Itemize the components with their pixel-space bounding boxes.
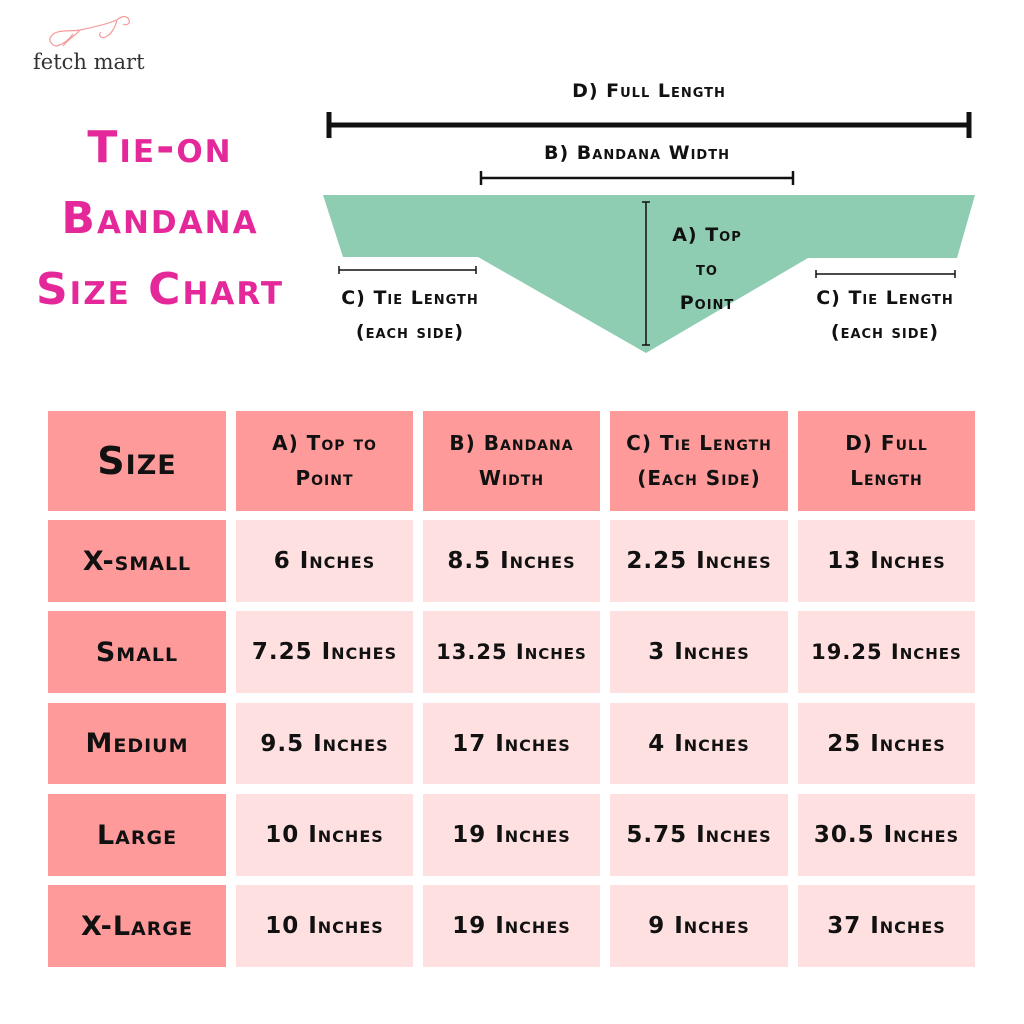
top-to-point-label: A) Top to Point [647, 218, 767, 320]
header-text: A) Top to Point [272, 426, 377, 496]
header-text: Size [97, 439, 176, 483]
column-header: A) Top to Point [236, 411, 413, 511]
size-name-cell: Small [48, 611, 226, 693]
measurement-cell: 19.25 Inches [798, 611, 975, 693]
dog-logo-icon [49, 16, 130, 47]
header-text: C) Tie Length (Each Side) [626, 426, 772, 496]
label-line: C) Tie Length [341, 287, 479, 309]
measurement-cell: 10 Inches [236, 794, 413, 876]
tie-length-right-line [815, 270, 956, 278]
measurement-cell: 5.75 Inches [610, 794, 788, 876]
header-line: C) Tie Length [626, 431, 772, 455]
measurement-cell: 13 Inches [798, 520, 975, 602]
header-text: B) Bandana Width [449, 426, 573, 496]
tie-length-left-line [338, 266, 477, 274]
header-text: D) Full Length [845, 426, 928, 496]
title-line: Bandana [61, 193, 259, 244]
bandana-width-label: B) Bandana Width [544, 142, 730, 164]
header-line: Point [295, 466, 354, 490]
label-line: Point [679, 292, 735, 314]
top-to-point-line [642, 201, 650, 346]
measurement-cell: 37 Inches [798, 885, 975, 967]
measurement-cell: 13.25 Inches [423, 611, 600, 693]
measurement-cell: 8.5 Inches [423, 520, 600, 602]
label-line: to [696, 258, 718, 280]
title-line: Size Chart [35, 264, 285, 315]
label-line: A) Top [672, 224, 742, 246]
measurement-cell: 9 Inches [610, 885, 788, 967]
label-line: (each side) [355, 321, 465, 343]
column-header: C) Tie Length (Each Side) [610, 411, 788, 511]
bandana-shape [323, 195, 975, 353]
measurement-cell: 3 Inches [610, 611, 788, 693]
full-length-line [326, 112, 972, 138]
measurement-cell: 30.5 Inches [798, 794, 975, 876]
measurement-cell: 6 Inches [236, 520, 413, 602]
column-header: B) Bandana Width [423, 411, 600, 511]
measurement-cell: 19 Inches [423, 885, 600, 967]
title-line: Tie-on [87, 122, 233, 173]
header-line: (Each Side) [637, 466, 761, 490]
size-name-cell: Medium [48, 703, 226, 784]
bandana-diagram [323, 112, 975, 353]
column-header: Size [48, 411, 226, 511]
label-line: (each side) [830, 321, 940, 343]
header-line: Length [850, 466, 923, 490]
brand-name: fetch mart [33, 50, 145, 74]
measurement-cell: 10 Inches [236, 885, 413, 967]
page-title: Tie-on Bandana Size Chart [20, 112, 300, 325]
measurement-cell: 7.25 Inches [236, 611, 413, 693]
size-name-cell: X-Large [48, 885, 226, 967]
measurement-cell: 19 Inches [423, 794, 600, 876]
bandana-width-line [479, 171, 795, 185]
header-line: A) Top to [272, 431, 377, 455]
column-header: D) Full Length [798, 411, 975, 511]
full-length-label: D) Full Length [572, 80, 726, 102]
measurement-cell: 17 Inches [423, 703, 600, 784]
header-line: D) Full [845, 431, 928, 455]
header-line: B) Bandana [449, 431, 574, 455]
measurement-cell: 2.25 Inches [610, 520, 788, 602]
tie-length-right-label: C) Tie Length (each side) [785, 281, 985, 349]
tie-length-left-label: C) Tie Length (each side) [310, 281, 510, 349]
measurement-cell: 4 Inches [610, 703, 788, 784]
label-line: C) Tie Length [816, 287, 954, 309]
size-name-cell: X-small [48, 520, 226, 602]
header-line: Size [97, 439, 177, 483]
measurement-cell: 25 Inches [798, 703, 975, 784]
header-line: Width [478, 466, 545, 490]
size-name-cell: Large [48, 794, 226, 876]
measurement-cell: 9.5 Inches [236, 703, 413, 784]
